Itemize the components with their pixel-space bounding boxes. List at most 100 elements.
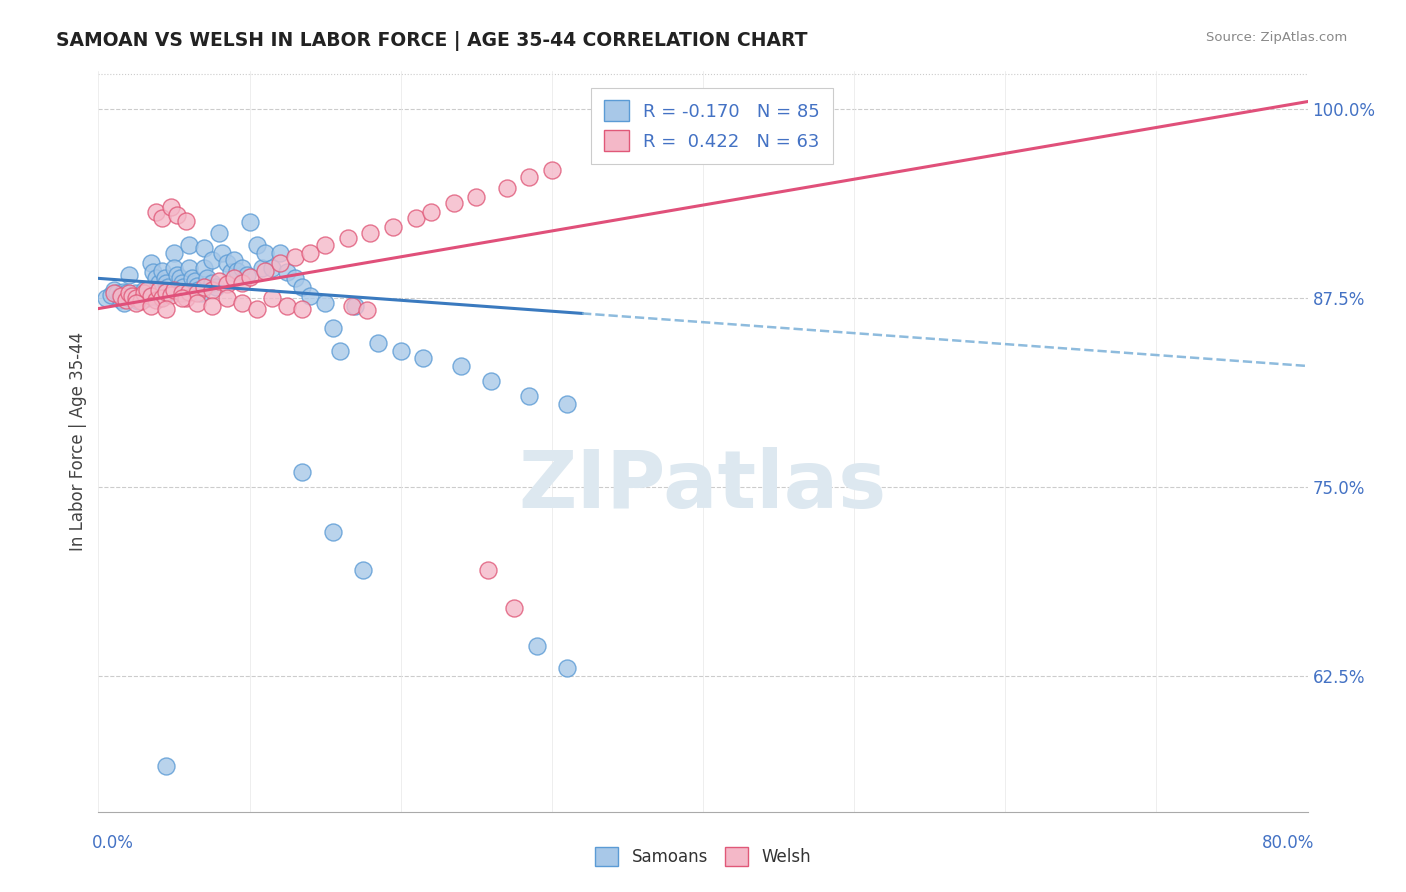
Point [135,291,157,305]
Point [163,245,186,260]
Point [291,280,314,294]
Point [382,219,405,234]
Point [352,563,374,577]
Point [224,271,246,285]
Point [155,301,177,316]
Point [420,205,443,219]
Point [145,205,167,219]
Point [276,299,298,313]
Point [160,288,183,302]
Point [108,289,131,303]
Point [125,291,148,305]
Point [215,256,238,270]
Point [190,286,212,301]
Point [193,280,215,294]
Text: 0.0%: 0.0% [91,834,134,852]
Point [540,162,562,177]
Point [179,238,201,252]
Point [201,284,224,298]
Point [186,279,208,293]
Text: SAMOAN VS WELSH IN LABOR FORCE | AGE 35-44 CORRELATION CHART: SAMOAN VS WELSH IN LABOR FORCE | AGE 35-… [56,31,807,51]
Text: 80.0%: 80.0% [1263,834,1315,852]
Point [517,389,540,403]
Point [186,295,208,310]
Point [156,280,179,294]
Point [367,336,389,351]
Point [174,285,197,299]
Point [443,195,465,210]
Point [174,214,197,228]
Point [150,291,173,305]
Point [160,285,183,299]
Point [169,271,191,285]
Point [141,256,163,270]
Point [160,200,183,214]
Point [239,269,262,284]
Point [135,284,157,298]
Point [94,291,117,305]
Point [150,211,173,225]
Point [114,293,136,307]
Point [110,293,132,307]
Point [170,276,193,290]
Point [110,289,132,303]
Point [284,250,307,264]
Y-axis label: In Labor Force | Age 35-44: In Labor Force | Age 35-44 [69,332,87,551]
Point [155,759,177,773]
Point [121,289,143,303]
Point [124,286,146,301]
Point [163,284,186,298]
Point [132,286,155,301]
Text: ZIPatlas: ZIPatlas [519,447,887,525]
Point [114,286,136,301]
Point [314,238,336,252]
Point [253,245,276,260]
Point [253,264,276,278]
Point [269,245,291,260]
Point [127,293,149,308]
Point [179,285,201,299]
Point [231,260,253,275]
Point [450,359,472,373]
Point [239,215,262,229]
Point [181,271,204,285]
Point [193,241,215,255]
Point [405,211,427,225]
Point [495,180,517,194]
Point [105,286,128,301]
Point [184,274,207,288]
Point [276,265,298,279]
Point [299,245,322,260]
Point [356,303,378,318]
Point [235,268,257,283]
Point [155,276,177,290]
Point [246,301,269,316]
Point [269,256,291,270]
Point [186,286,208,301]
Point [129,288,152,302]
Point [481,374,503,388]
Point [172,280,194,294]
Point [477,563,499,577]
Point [555,661,578,675]
Point [193,260,215,275]
Point [141,289,163,303]
Point [211,245,233,260]
Point [118,286,141,301]
Point [170,286,193,301]
Point [389,343,412,358]
Point [141,299,163,313]
Point [145,293,167,307]
Point [132,289,155,303]
Point [215,291,238,305]
Point [314,295,336,310]
Point [208,274,231,288]
Point [187,284,209,298]
Point [132,284,155,298]
Point [125,295,148,310]
Point [224,253,246,268]
Point [145,271,167,285]
Point [166,268,188,283]
Text: Source: ZipAtlas.com: Source: ZipAtlas.com [1206,31,1347,45]
Point [517,170,540,185]
